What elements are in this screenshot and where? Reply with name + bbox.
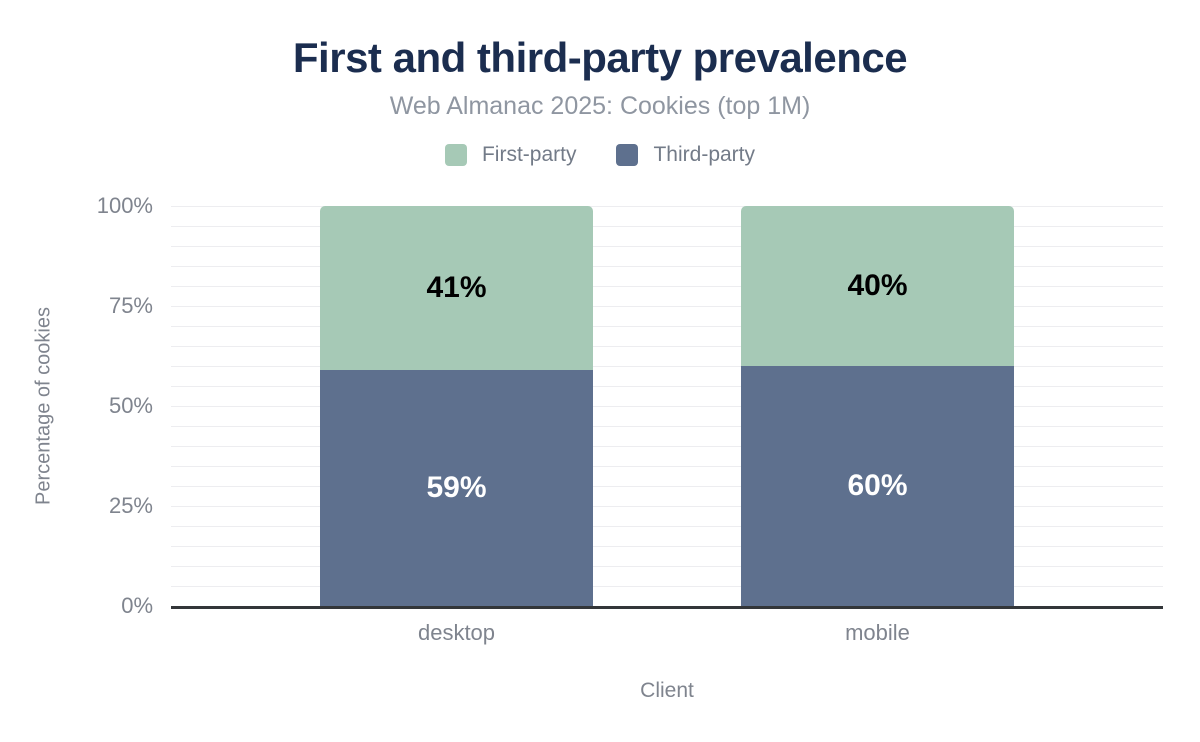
gridline-50 [171,406,1163,407]
bar-segment-mobile-third-party[interactable]: 60% [741,366,1014,606]
gridline-85 [171,266,1163,267]
y-tick-label-50: 50% [108,393,153,418]
x-axis-title: Client [640,679,694,702]
legend-item-first-party[interactable]: First-party [444,143,577,167]
legend-swatch-icon [444,144,467,166]
legend-item-third-party[interactable]: Third-party [616,143,755,167]
y-tick-label-75: 75% [108,293,153,318]
gridline-35 [171,466,1163,467]
bar-desktop: 59% 41% [320,206,593,606]
gridline-65 [171,346,1163,347]
bar-segment-desktop-third-party[interactable]: 59% [320,370,593,606]
gridline-15 [171,546,1163,547]
bar-mobile: 60% 40% [741,206,1014,606]
bar-value-label: 60% [847,469,908,502]
y-tick-label-0: 0% [121,593,153,618]
legend: First-party Third-party [0,143,1200,167]
bar-value-label: 41% [426,271,487,304]
plot-area: 59% 41% 60% 40% [171,206,1163,606]
y-tick-label-25: 25% [108,493,153,518]
gridline-75 [171,306,1163,307]
gridline-60 [171,366,1163,367]
chart-title: First and third-party prevalence [292,34,908,81]
gridline-40 [171,446,1163,447]
gridline-70 [171,326,1163,327]
chart-subtitle: Web Almanac 2025: Cookies (top 1M) [389,92,811,120]
legend-label: Third-party [653,143,756,166]
gridline-45 [171,426,1163,427]
gridline-95 [171,226,1163,227]
y-tick-label-100: 100% [96,193,153,218]
gridline-55 [171,386,1163,387]
x-axis-line [171,606,1163,609]
gridline-10 [171,566,1163,567]
bar-segment-desktop-first-party[interactable]: 41% [320,206,593,370]
gridline-25 [171,506,1163,507]
gridline-30 [171,486,1163,487]
bar-segment-mobile-first-party[interactable]: 40% [741,206,1014,366]
gridline-80 [171,286,1163,287]
bar-value-label: 40% [847,269,908,302]
legend-swatch-icon [616,144,639,166]
x-tick-label-mobile: mobile [845,620,910,645]
gridline-100 [171,206,1163,207]
x-tick-label-desktop: desktop [417,620,496,645]
gridline-5 [171,586,1163,587]
gridline-20 [171,526,1163,527]
gridline-90 [171,246,1163,247]
bar-value-label: 59% [426,471,487,504]
legend-label: First-party [481,143,577,166]
